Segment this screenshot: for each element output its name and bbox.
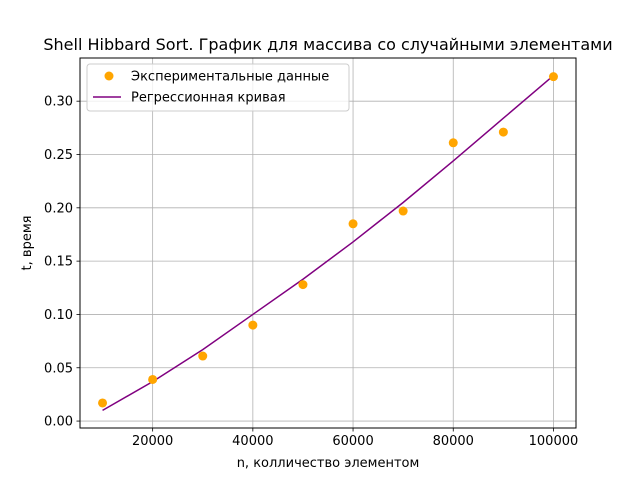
data-point <box>498 127 508 137</box>
tick-layer: 20000 40000 60000 80000 100000 0.00 0.05 0.10 0.… <box>44 95 578 449</box>
data-point <box>398 206 408 216</box>
legend: Экспериментальные данные Регрессионная к… <box>86 63 350 112</box>
series-layer <box>98 72 558 412</box>
legend-box <box>86 63 350 112</box>
y-tick-label: 0.05 <box>44 361 73 376</box>
y-tick-label: 0.15 <box>44 255 73 270</box>
y-tick-label: 0.25 <box>44 148 73 163</box>
plot-frame <box>79 57 577 429</box>
y-tick-label: 0.00 <box>44 415 73 430</box>
legend-label-regression: Регрессионная кривая <box>131 91 286 106</box>
data-point <box>348 219 358 229</box>
x-axis-label: n, колличество элементом <box>237 456 420 471</box>
data-point <box>98 398 108 408</box>
data-point <box>248 320 258 330</box>
x-tick-label: 100000 <box>529 434 579 449</box>
x-tick-label: 80000 <box>433 434 474 449</box>
legend-label-experimental: Экспериментальные данные <box>131 70 329 85</box>
y-tick-label: 0.30 <box>44 95 73 110</box>
y-tick-label: 0.10 <box>44 308 73 323</box>
data-point <box>198 351 208 361</box>
data-point <box>148 374 158 384</box>
data-point <box>548 72 558 82</box>
y-axis-label: t, время <box>20 216 35 271</box>
regression-curve <box>102 75 554 412</box>
data-point <box>448 138 458 148</box>
x-tick-label: 20000 <box>132 434 173 449</box>
data-point <box>298 280 308 290</box>
legend-scatter-marker <box>104 71 114 81</box>
y-tick-label: 0.20 <box>44 201 73 216</box>
x-tick-label: 60000 <box>332 434 373 449</box>
chart-title: Shell Hibbard Sort. График для массива с… <box>43 35 612 54</box>
x-tick-label: 40000 <box>232 434 273 449</box>
grid-layer <box>80 58 576 428</box>
